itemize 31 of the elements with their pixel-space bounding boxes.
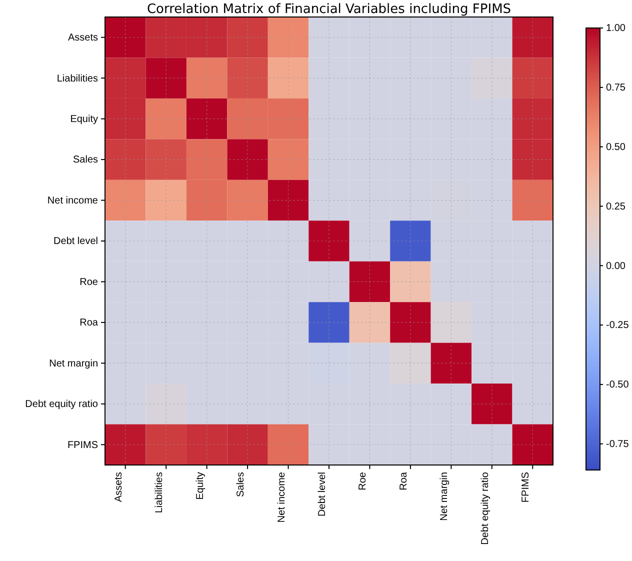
- y-tick-label: Debt level: [54, 236, 98, 248]
- y-tick-label: FPIMS: [67, 440, 98, 451]
- x-tick-label: Sales: [236, 472, 247, 498]
- x-tick-label: Roe: [358, 472, 369, 490]
- y-tick-label: Liabilities: [56, 73, 98, 84]
- y-tick-label: Roe: [80, 276, 98, 288]
- color-bar-label: 0.50: [606, 142, 626, 154]
- y-tick-label: Debt equity ratio: [25, 399, 98, 410]
- x-tick-label: Liabilities: [154, 472, 166, 514]
- color-bar-label: -0.25: [606, 320, 630, 332]
- x-tick-label: Net margin: [439, 472, 450, 521]
- x-tick-label: Debt equity ratio: [480, 472, 491, 545]
- color-bar-label: 0.00: [606, 260, 626, 272]
- y-tick-label: Assets: [68, 32, 98, 44]
- x-tick-label: Net income: [276, 472, 288, 523]
- chart-title: Correlation Matrix of Financial Variables including FPIMS: [146, 2, 512, 17]
- y-tick-label: Roa: [80, 318, 98, 329]
- color-bar-label: 0.75: [606, 82, 626, 94]
- x-tick-label: FPIMS: [520, 472, 532, 503]
- x-tick-label: Assets: [113, 472, 124, 502]
- x-tick-label: Debt level: [317, 472, 328, 516]
- color-bar-label: 1.00: [606, 23, 626, 34]
- y-tick-label: Sales: [72, 154, 98, 166]
- color-bar-label: -0.50: [606, 380, 630, 391]
- y-tick-label: Net income: [47, 195, 98, 206]
- color-bar-label: -0.75: [606, 439, 630, 450]
- x-tick-label: Roa: [398, 472, 410, 490]
- x-tick-label: Equity: [194, 472, 206, 500]
- color-bar-label: 0.25: [606, 201, 626, 212]
- y-tick-label: Equity: [70, 114, 98, 126]
- y-tick-label: Net margin: [49, 358, 98, 370]
